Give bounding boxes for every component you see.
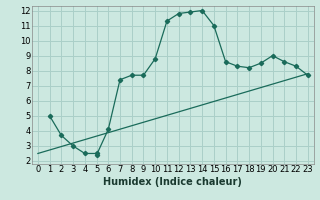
X-axis label: Humidex (Indice chaleur): Humidex (Indice chaleur) bbox=[103, 177, 242, 187]
